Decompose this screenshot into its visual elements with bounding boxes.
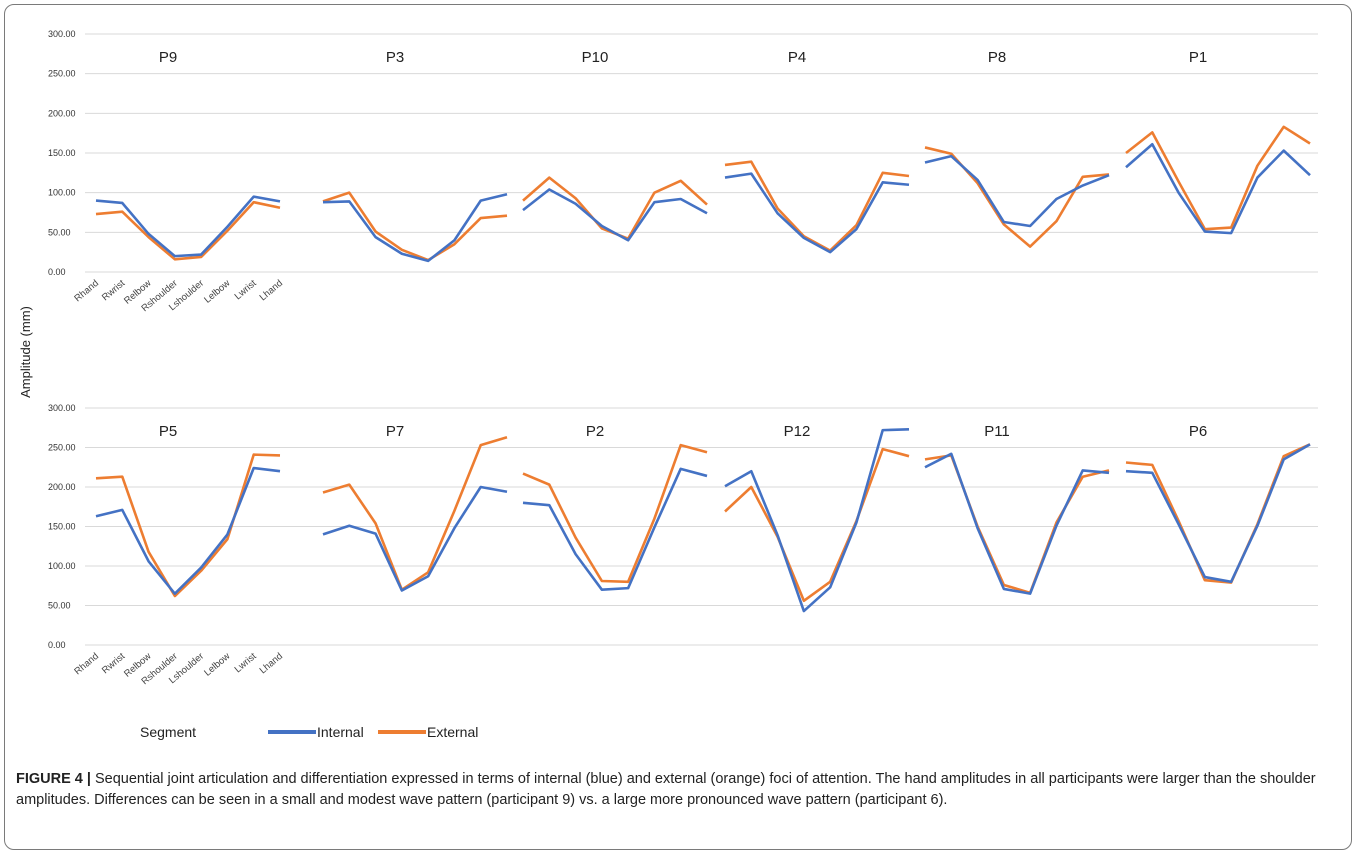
y-tick-label: 200.00 bbox=[48, 482, 76, 492]
x-tick-label: Lhand bbox=[258, 278, 285, 303]
series-line-internal bbox=[924, 154, 1110, 228]
series-line-external bbox=[322, 435, 508, 592]
legend-external-label: External bbox=[427, 724, 478, 740]
y-tick-label: 100.00 bbox=[48, 561, 76, 571]
caption-label: FIGURE 4 | bbox=[16, 771, 91, 787]
figure-4-chart: Amplitude (mm) 0.00 50.00 100.00 150.00 200.… bbox=[18, 29, 1318, 740]
series-line-internal bbox=[322, 192, 508, 263]
series-line-internal bbox=[95, 466, 281, 595]
x-tick-label: Rhand bbox=[72, 651, 101, 677]
panels-layer: 0.00 50.00 100.00 150.00 200.00 250.00 300.00 P… bbox=[48, 29, 1318, 687]
legend: Segment Internal External bbox=[140, 724, 478, 740]
series-line-internal bbox=[522, 188, 708, 242]
y-tick-label: 300.00 bbox=[48, 403, 76, 413]
series-line-internal bbox=[1125, 142, 1311, 235]
series-line-external bbox=[95, 453, 281, 598]
series-line-external bbox=[522, 443, 708, 584]
y-tick-label: 0.00 bbox=[48, 267, 66, 277]
x-tick-label: Lwrist bbox=[233, 651, 259, 676]
legend-internal-label: Internal bbox=[317, 724, 364, 740]
y-tick-label: 300.00 bbox=[48, 29, 76, 39]
series-line-internal bbox=[95, 195, 281, 258]
x-axis-title: Segment bbox=[140, 724, 196, 740]
y-tick-label: 150.00 bbox=[48, 522, 76, 532]
panel-title: P2 bbox=[586, 423, 604, 440]
panel-title: P9 bbox=[159, 49, 177, 66]
figure-frame bbox=[4, 4, 1352, 850]
x-tick-label: Lhand bbox=[258, 651, 285, 676]
panel-title: P7 bbox=[386, 423, 404, 440]
x-tick-label: Lwrist bbox=[233, 278, 259, 303]
caption-text: Sequential joint articulation and differ… bbox=[16, 771, 1316, 808]
figure-caption: FIGURE 4 | Sequential joint articulation… bbox=[16, 769, 1336, 811]
series-line-external bbox=[95, 200, 281, 261]
panel-title: P10 bbox=[582, 49, 609, 66]
y-tick-label: 50.00 bbox=[48, 601, 71, 611]
series-line-external bbox=[724, 160, 910, 252]
y-tick-label: 0.00 bbox=[48, 640, 66, 650]
y-tick-label: 200.00 bbox=[48, 108, 76, 118]
series-line-external bbox=[1125, 125, 1311, 231]
panel-title: P4 bbox=[788, 49, 806, 66]
series-line-internal bbox=[1125, 443, 1311, 584]
series-line-internal bbox=[724, 172, 910, 254]
x-tick-label: Rhand bbox=[72, 278, 101, 304]
series-line-external bbox=[924, 146, 1110, 248]
panel-title: P12 bbox=[784, 423, 811, 440]
panel-title: P11 bbox=[984, 423, 1010, 440]
panel-title: P8 bbox=[988, 49, 1006, 66]
panel-title: P6 bbox=[1189, 423, 1207, 440]
y-tick-label: 250.00 bbox=[48, 69, 76, 79]
y-tick-label: 150.00 bbox=[48, 148, 76, 158]
series-line-internal bbox=[924, 452, 1110, 595]
series-line-external bbox=[322, 191, 508, 262]
series-line-external bbox=[522, 176, 708, 240]
y-axis-title: Amplitude (mm) bbox=[18, 306, 33, 398]
x-tick-label: Lelbow bbox=[202, 651, 232, 679]
y-tick-label: 100.00 bbox=[48, 188, 76, 198]
series-line-internal bbox=[522, 467, 708, 592]
y-tick-label: 50.00 bbox=[48, 227, 71, 237]
series-line-internal bbox=[322, 485, 508, 592]
panel-title: P5 bbox=[159, 423, 177, 440]
series-line-external bbox=[724, 447, 910, 603]
panel-title: P3 bbox=[386, 49, 404, 66]
y-tick-label: 250.00 bbox=[48, 443, 76, 453]
panel-title: P1 bbox=[1189, 49, 1207, 66]
series-line-internal bbox=[724, 428, 910, 613]
x-tick-label: Lelbow bbox=[202, 278, 232, 306]
